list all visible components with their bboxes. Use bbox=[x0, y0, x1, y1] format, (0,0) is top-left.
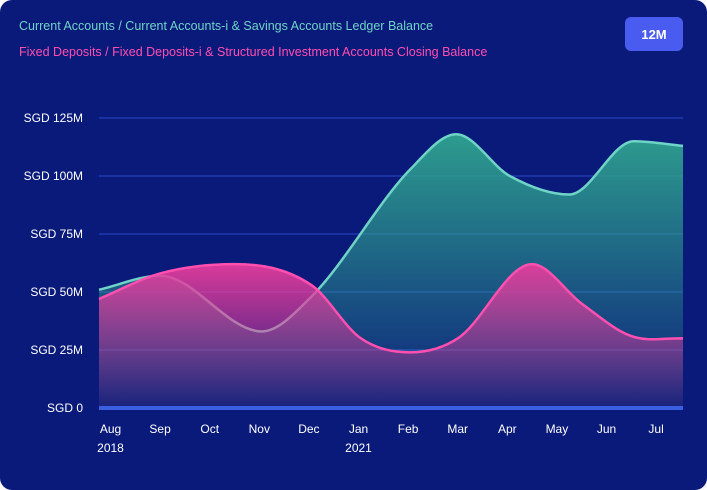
x-tick-label: Dec bbox=[298, 422, 319, 436]
fixed-deposits-line bbox=[98, 262, 684, 354]
x-tick-label: Mar bbox=[447, 422, 468, 436]
x-tick-label: May bbox=[546, 422, 569, 436]
baseline bbox=[99, 406, 683, 410]
y-tick-label: SGD 50M bbox=[30, 285, 83, 299]
x-axis-baseline bbox=[99, 406, 683, 410]
y-tick-label: SGD 0 bbox=[47, 401, 83, 415]
x-tick-label: Apr bbox=[498, 422, 517, 436]
series-areas bbox=[98, 132, 684, 409]
x-tick-year-label: 2018 bbox=[97, 441, 124, 455]
x-tick-label: Jul bbox=[648, 422, 663, 436]
period-selector-button[interactable]: 12M bbox=[625, 17, 683, 51]
x-tick-label: Sep bbox=[149, 422, 171, 436]
x-tick-label: Feb bbox=[398, 422, 419, 436]
fixed-deposits-area bbox=[99, 264, 683, 408]
y-axis: SGD 0 SGD 25M SGD 50M SGD 75M SGD 100M SGD 12… bbox=[24, 111, 84, 415]
x-tick-year-label: 2021 bbox=[345, 441, 372, 455]
y-tick-label: SGD 125M bbox=[24, 111, 83, 125]
x-axis: Aug 2018 Sep Oct Nov Dec Jan 2021 Feb Mar Apr May Ju… bbox=[97, 422, 664, 455]
y-tick-label: SGD 25M bbox=[30, 343, 83, 357]
legend-fixed-deposits: Fixed Deposits / Fixed Deposits-i & Stru… bbox=[19, 45, 488, 59]
x-tick-label: Aug bbox=[100, 422, 121, 436]
x-tick-label: Jun bbox=[597, 422, 616, 436]
x-tick-label: Oct bbox=[200, 422, 219, 436]
legend-casa: Current Accounts / Current Accounts-i & … bbox=[19, 19, 434, 33]
y-tick-label: SGD 100M bbox=[24, 169, 83, 183]
x-tick-label: Nov bbox=[249, 422, 270, 436]
x-tick-label: Jan bbox=[349, 422, 368, 436]
y-tick-label: SGD 75M bbox=[30, 227, 83, 241]
